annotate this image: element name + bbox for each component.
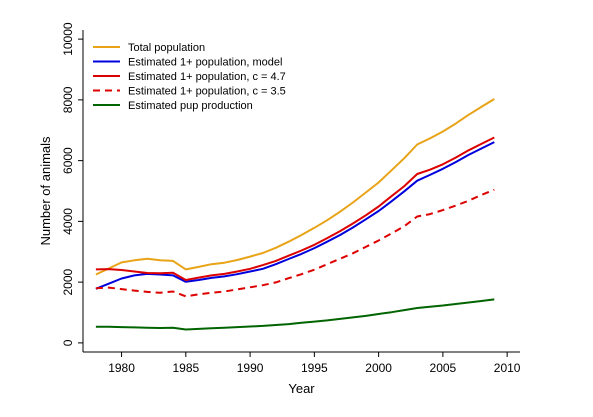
y-tick-label: 4000 xyxy=(61,208,75,235)
series-line xyxy=(95,98,495,276)
y-axis-title: Number of animals xyxy=(38,136,53,246)
x-tick-label: 1995 xyxy=(301,361,328,375)
x-tick-label: 2005 xyxy=(430,361,457,375)
legend-label: Estimated 1+ population, model xyxy=(128,57,282,69)
y-tick-label: 8000 xyxy=(61,86,75,113)
legend: Total population Estimated 1+ population,… xyxy=(93,42,286,112)
series-line xyxy=(95,188,495,298)
x-tick-label: 1985 xyxy=(172,361,199,375)
legend-label: Estimated 1+ population, c = 4.7 xyxy=(128,71,286,83)
series-line xyxy=(95,298,495,331)
series-line xyxy=(95,136,495,281)
x-tick-label: 2000 xyxy=(365,361,392,375)
axes: 1980 1985 1990 1995 2000 2005 2010 0 2000 4000 600… xyxy=(61,22,521,375)
y-tick-label: 2000 xyxy=(61,268,75,295)
legend-label: Estimated pup production xyxy=(128,100,253,112)
x-axis-title: Year xyxy=(288,381,315,396)
series-layer xyxy=(95,98,495,331)
series-line xyxy=(95,141,495,290)
y-tick-label: 10000 xyxy=(61,22,75,56)
legend-label: Estimated 1+ population, c = 3.5 xyxy=(128,86,286,98)
y-tick-label: 6000 xyxy=(61,147,75,174)
y-tick-label: 0 xyxy=(61,339,75,346)
x-tick-label: 1990 xyxy=(237,361,264,375)
x-tick-label: 1980 xyxy=(108,361,135,375)
x-tick-label: 2010 xyxy=(494,361,521,375)
legend-label: Total population xyxy=(128,42,205,54)
